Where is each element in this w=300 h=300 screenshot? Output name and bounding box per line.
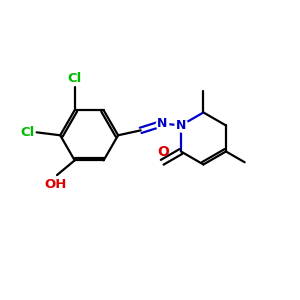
Text: Cl: Cl: [68, 72, 82, 85]
Text: O: O: [157, 145, 169, 159]
Text: N: N: [176, 119, 186, 132]
Text: N: N: [176, 119, 186, 132]
Text: Cl: Cl: [20, 126, 35, 139]
Text: N: N: [157, 117, 167, 130]
Text: OH: OH: [45, 178, 67, 191]
